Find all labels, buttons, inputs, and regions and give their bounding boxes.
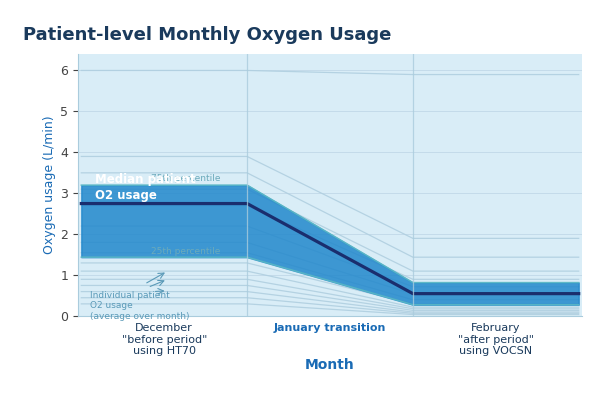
Text: 75th percentile: 75th percentile — [151, 174, 220, 183]
Text: Median patient
O2 usage: Median patient O2 usage — [95, 173, 195, 201]
Y-axis label: Oxygen usage (L/min): Oxygen usage (L/min) — [43, 116, 56, 255]
Text: Patient-level Monthly Oxygen Usage: Patient-level Monthly Oxygen Usage — [23, 26, 391, 44]
Text: 25th percentile: 25th percentile — [151, 247, 220, 255]
Text: Individual patient
O2 usage
(average over month): Individual patient O2 usage (average ove… — [89, 291, 189, 321]
X-axis label: Month: Month — [305, 358, 355, 371]
